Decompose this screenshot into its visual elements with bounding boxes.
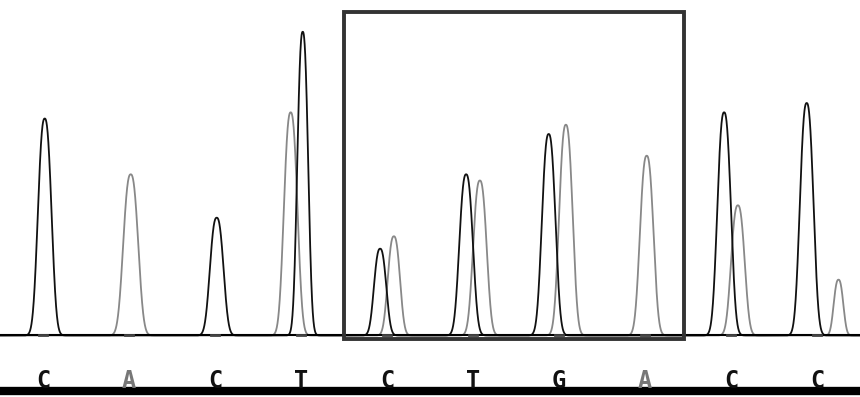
Text: T: T [294,369,308,393]
Text: G: G [552,369,566,393]
Text: A: A [122,369,136,393]
Text: C: C [810,369,824,393]
Text: T: T [466,369,480,393]
Text: C: C [208,369,222,393]
Text: C: C [36,369,50,393]
Text: C: C [380,369,394,393]
Text: C: C [724,369,738,393]
Text: A: A [638,369,652,393]
Bar [344,12,684,339]
